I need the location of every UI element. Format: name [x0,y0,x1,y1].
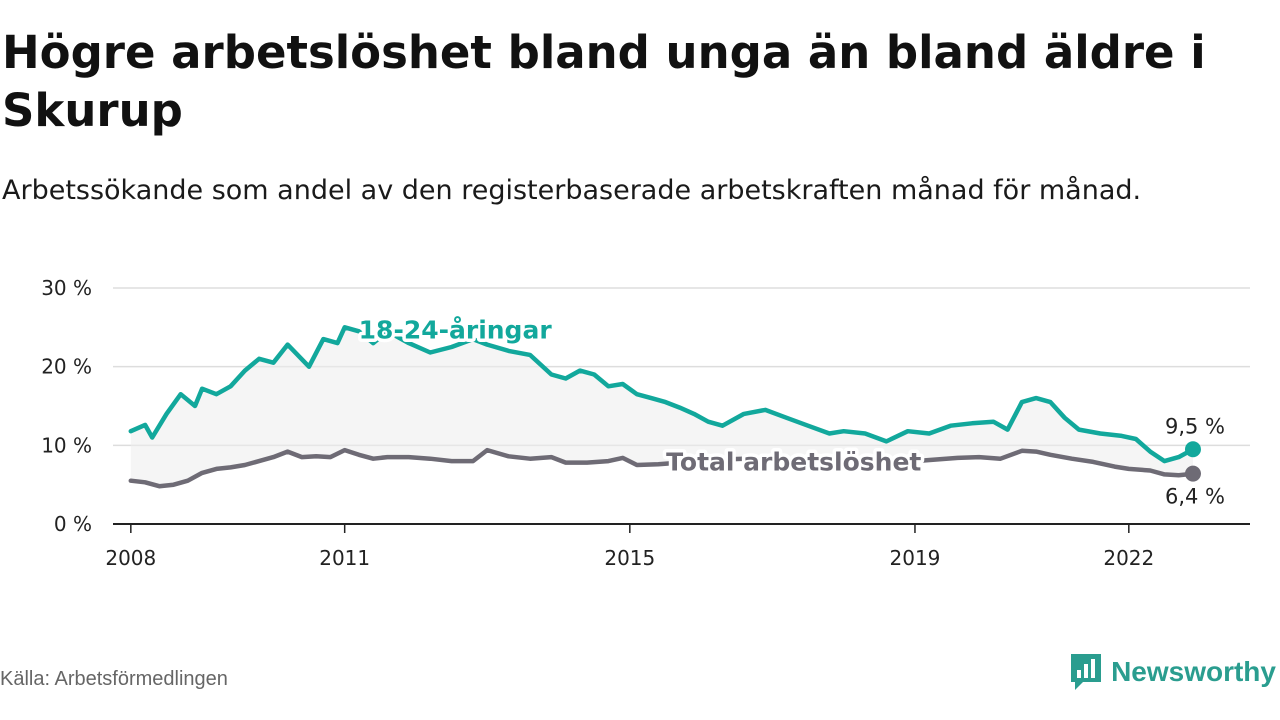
source-note: Källa: Arbetsförmedlingen [0,668,228,690]
brand-name: Newsworthy [1111,656,1276,687]
endpoint-youth [1184,441,1201,458]
axes: 0 % 10 % 20 % 30 % 2008 2011 2015 2019 2022 [41,276,1250,570]
series-label-youth: 18-24-åringar [359,315,553,344]
x-tick-label: 2008 [105,546,156,570]
x-tick-label: 2022 [1103,546,1154,570]
brand-logo[interactable]: Newsworthy [1069,652,1276,692]
series-label-total: Total arbetslöshet [666,448,921,477]
y-tick-label: 30 % [41,276,92,300]
series-lines [128,325,1201,489]
x-tick-label: 2011 [319,546,370,570]
series-line-youth [128,325,1196,464]
y-tick-label: 0 % [54,512,92,536]
y-tick-label: 20 % [41,355,92,379]
series-labels: 9,5 % 6,4 % 18-24-åringar Total arbetslöshe… [355,312,1225,509]
x-tick-label: 2015 [604,546,655,570]
series-line-total [128,447,1196,489]
newsworthy-logo-icon [1071,654,1102,690]
endpoint-total [1184,465,1201,482]
chart-title: Högre arbetslöshet bland unga än bland ä… [2,26,1206,137]
y-tick-label: 10 % [41,433,92,457]
line-chart: 0 % 10 % 20 % 30 % 2008 2011 2015 2019 2022 9,5 … [41,276,1250,570]
gap-band-area [130,327,1193,487]
x-tick-label: 2019 [890,546,941,570]
end-label-total: 6,4 % [1165,485,1225,509]
chart-subtitle: Arbetssökande som andel av den registerb… [2,175,1142,206]
gap-band [130,327,1193,487]
end-label-youth: 9,5 % [1165,414,1225,438]
